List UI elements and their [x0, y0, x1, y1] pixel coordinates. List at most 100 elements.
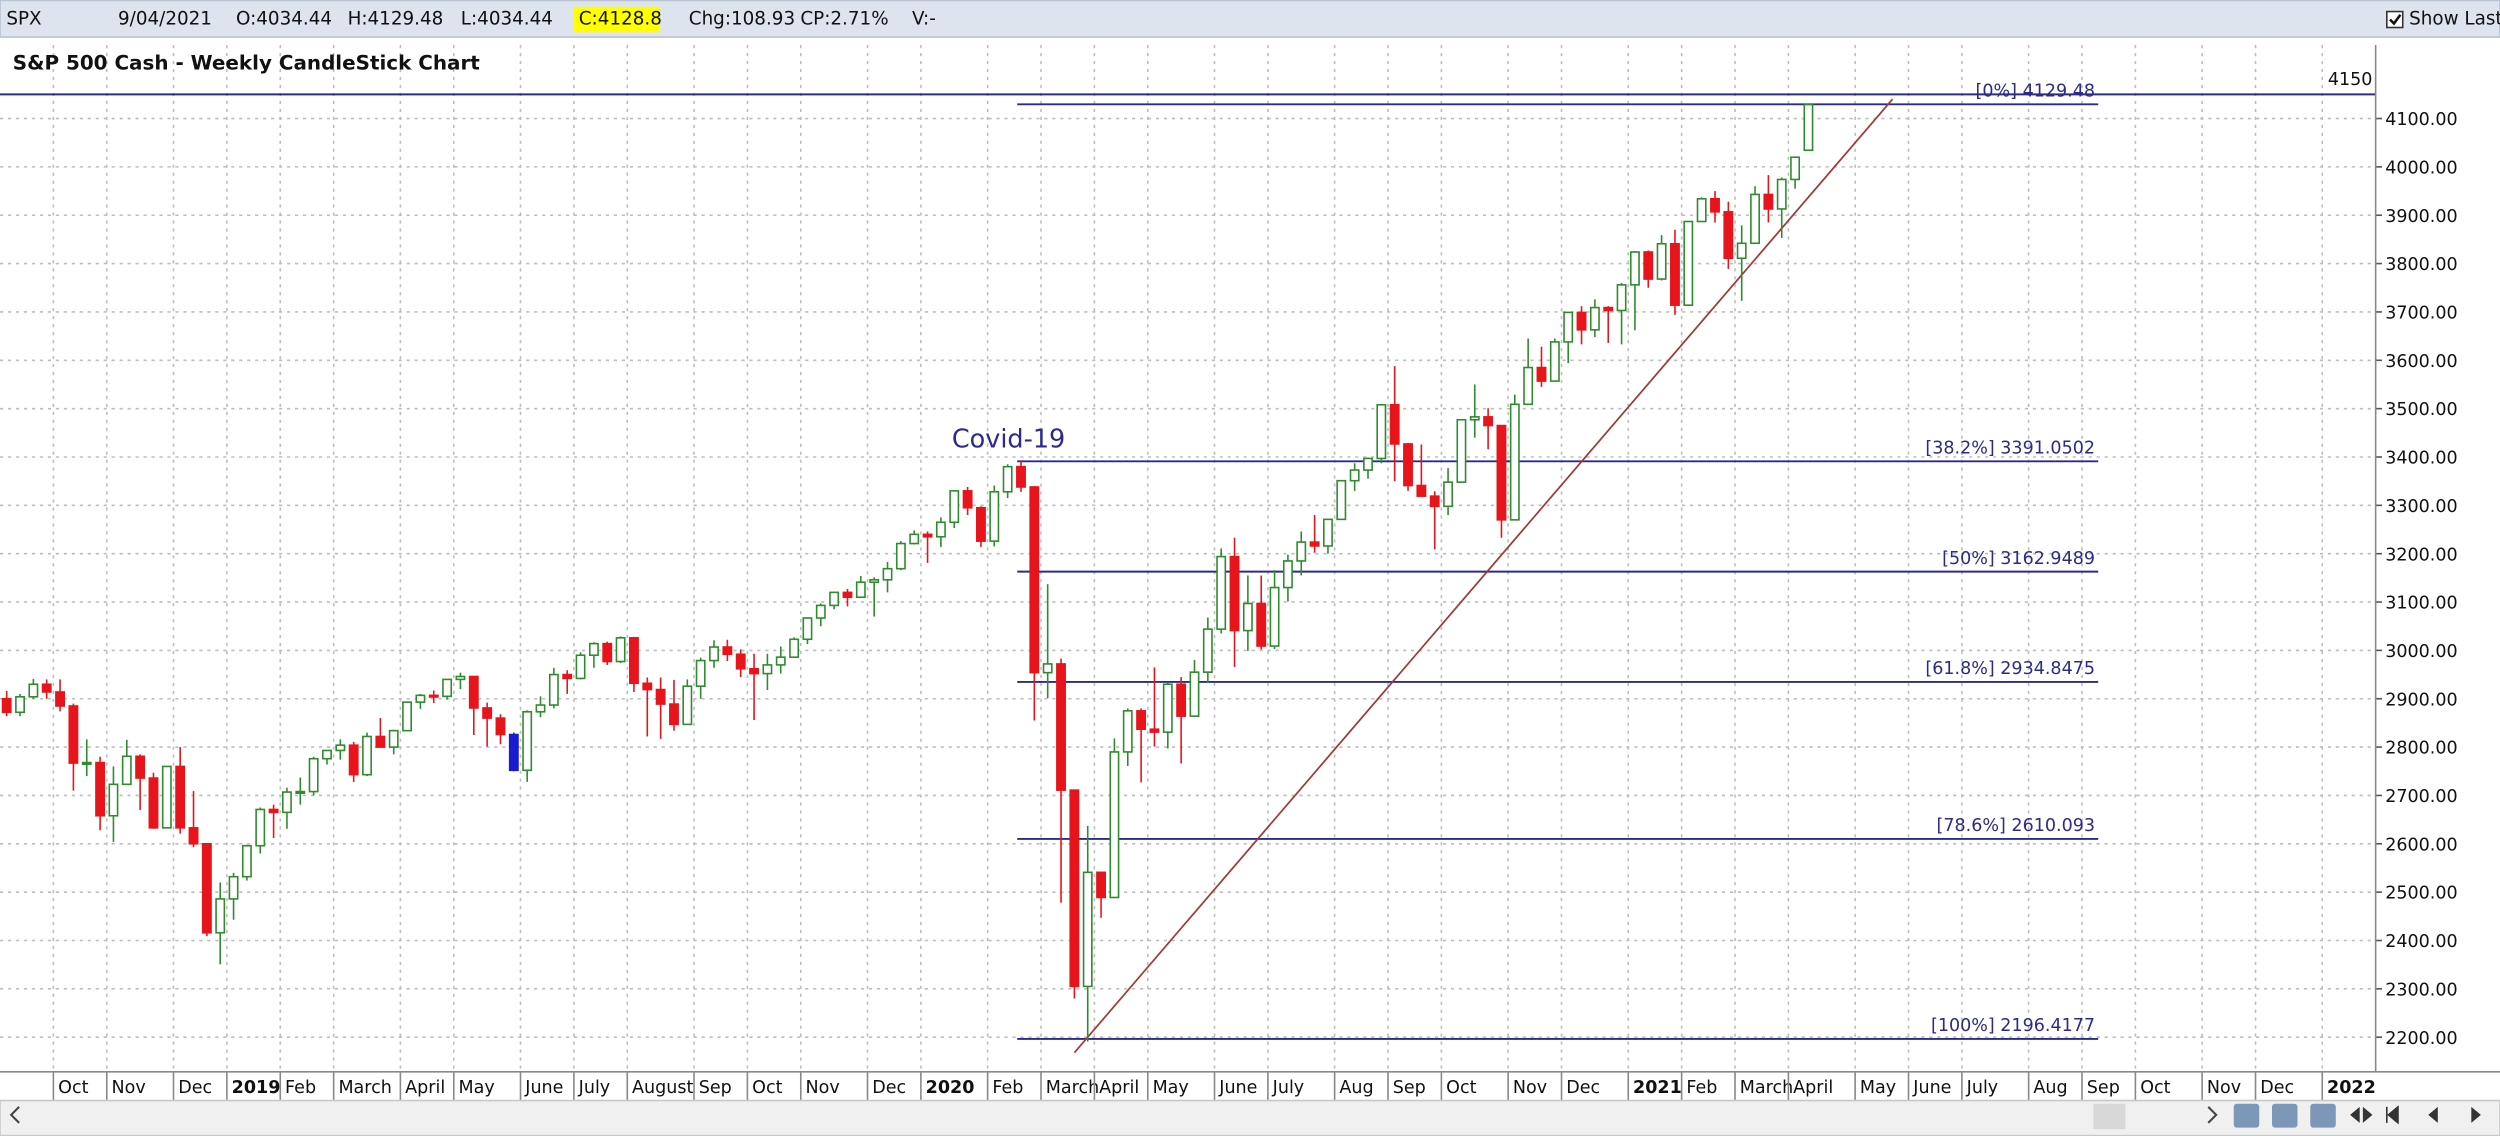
fit-button[interactable]: [2350, 1106, 2373, 1123]
candle-body: [682, 685, 693, 726]
candle-body: [1323, 518, 1333, 547]
candle-body: [468, 675, 479, 709]
candle-body: [535, 704, 546, 713]
reference-label: 4150: [2328, 70, 2373, 90]
candle-body: [1509, 403, 1520, 521]
candle-body: [1002, 465, 1013, 493]
candle-body: [1069, 789, 1080, 988]
candle-body: [562, 673, 573, 680]
scrollbar[interactable]: [0, 1099, 2500, 1136]
candle-body: [775, 656, 786, 666]
symbol: SPX: [6, 9, 41, 30]
x-tick-label: Sep: [2087, 1078, 2120, 1098]
y-tick-label: 3800.00: [2385, 255, 2457, 275]
y-tick-label: 2300.00: [2385, 980, 2457, 1000]
scroll-right[interactable]: [2207, 1106, 2218, 1124]
x-tick-label: Feb: [1686, 1078, 1717, 1098]
candle-body: [802, 617, 813, 641]
fib-label: [100%] 2196.4177: [1931, 1016, 2095, 1036]
candle-body: [976, 506, 986, 542]
candle-body: [1296, 541, 1307, 562]
candle-body: [1, 697, 12, 714]
candle-body: [55, 691, 66, 707]
candle-body: [869, 579, 880, 584]
y-tick-label: 3200.00: [2385, 545, 2457, 565]
prev-button[interactable]: [2428, 1106, 2438, 1123]
x-tick-label: Sep: [1393, 1078, 1426, 1098]
y-tick-label: 3100.00: [2385, 594, 2457, 614]
zoom-button[interactable]: [2233, 1103, 2260, 1128]
high: H:4129.48: [348, 9, 444, 30]
candle-body: [1216, 555, 1227, 630]
x-tick-label: March: [338, 1078, 391, 1098]
candle-body: [148, 777, 159, 829]
candle-body: [989, 491, 1000, 542]
x-tick-label: Feb: [992, 1078, 1023, 1098]
candle-body: [308, 757, 319, 793]
scroll-left[interactable]: [9, 1106, 20, 1124]
y-tick-label: 3600.00: [2385, 352, 2457, 372]
candle-body: [228, 875, 239, 900]
checkbox[interactable]: [2386, 10, 2404, 29]
candle-body: [1443, 481, 1454, 508]
x-tick-label: Oct: [1446, 1078, 1476, 1098]
y-tick-label: 4100.00: [2385, 110, 2457, 130]
candle-body: [642, 682, 653, 691]
candle-body: [949, 490, 960, 524]
candle-body: [175, 765, 186, 829]
candle-body: [215, 898, 226, 934]
candle-body: [722, 646, 733, 656]
candle-body: [1589, 306, 1600, 331]
candle-body: [1096, 871, 1107, 899]
candle-body: [415, 694, 426, 703]
x-tick-label: August: [632, 1078, 693, 1098]
candle-body: [15, 696, 25, 714]
fib-label: [61.8%] 2934.8475: [1925, 659, 2095, 679]
candle-body: [522, 711, 533, 772]
x-tick-label: 2022: [2327, 1078, 2376, 1098]
y-tick-label: 3500.00: [2385, 400, 2457, 420]
candle-body: [135, 755, 146, 779]
candle-body: [895, 542, 906, 570]
x-tick-label: June: [524, 1078, 563, 1098]
candle-body: [935, 521, 946, 538]
candle-body: [1376, 403, 1387, 460]
x-tick-label: June: [1912, 1078, 1951, 1098]
x-tick-label: Nov: [112, 1078, 146, 1098]
candle-body: [1136, 710, 1147, 731]
candle-body: [68, 705, 79, 764]
show-last-label[interactable]: Show Last: [2409, 9, 2500, 30]
x-tick-label: April: [1793, 1078, 1833, 1098]
candle-body: [1282, 560, 1293, 589]
y-tick-label: 3900.00: [2385, 207, 2457, 227]
volume: V:-: [912, 9, 936, 30]
x-tick-label: Nov: [2207, 1078, 2241, 1098]
candle-body: [882, 567, 893, 581]
y-tick-label: 2500.00: [2385, 884, 2457, 904]
fib-label: [38.2%] 3391.0502: [1925, 439, 2095, 459]
candle-body: [735, 653, 746, 670]
close-highlight: [573, 6, 661, 33]
x-tick-label: July: [1966, 1078, 1999, 1098]
candle-body: [1616, 284, 1627, 312]
y-tick-label: 3400.00: [2385, 449, 2457, 469]
x-tick-label: July: [1272, 1078, 1305, 1098]
first-button[interactable]: [2386, 1105, 2399, 1125]
zoom-button[interactable]: [2310, 1103, 2336, 1128]
zoom-button[interactable]: [2272, 1103, 2298, 1128]
scroll-thumb[interactable]: [2093, 1103, 2126, 1130]
candle-body: [855, 581, 866, 599]
next-button[interactable]: [2471, 1106, 2481, 1123]
top-bar: [0, 0, 2500, 38]
fib-label: [0%] 4129.48: [1976, 82, 2095, 102]
candle-body: [428, 694, 439, 698]
candle-body: [375, 735, 386, 748]
x-tick-label: May: [459, 1078, 495, 1098]
low: L:4034.44: [461, 9, 553, 30]
candle-body: [709, 646, 719, 662]
candle-body: [455, 675, 466, 681]
candle-body: [1643, 251, 1654, 280]
candle-body: [322, 749, 332, 760]
